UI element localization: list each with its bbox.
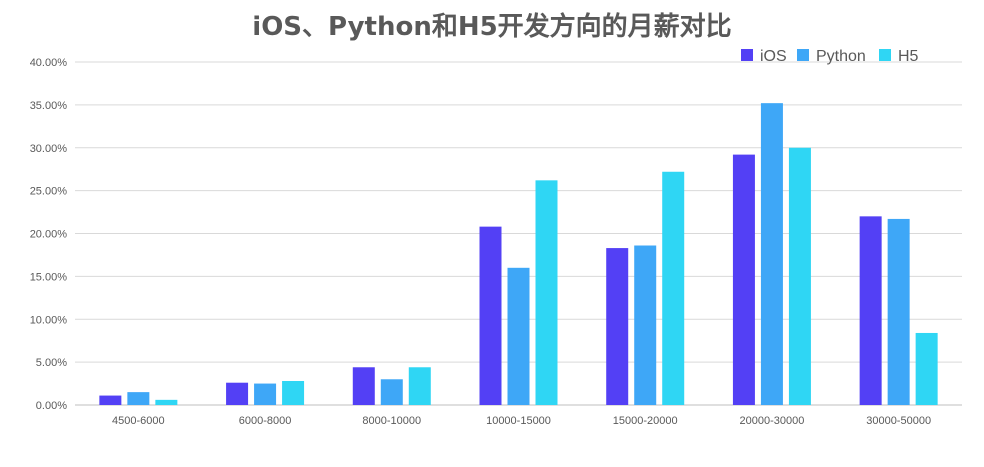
x-tick-label: 30000-50000 [866,415,931,427]
y-tick-label: 25.00% [30,186,68,198]
bar-h5-6000-8000 [282,380,305,405]
bar-h5-30000-50000 [915,332,938,405]
x-tick-label: 20000-30000 [740,415,805,427]
legend-label-ios: iOS [760,48,787,65]
y-tick-label: 35.00% [30,100,68,112]
legend-swatch-h5 [879,49,891,61]
legend-label-h5: H5 [898,48,919,65]
bar-h5-4500-6000 [155,399,178,405]
bar-ios-4500-6000 [99,395,122,405]
x-tick-label: 10000-15000 [486,415,551,427]
bar-python-30000-50000 [887,218,910,405]
bar-python-4500-6000 [127,392,150,405]
bar-python-6000-8000 [254,383,277,405]
bar-h5-8000-10000 [408,367,431,405]
bar-python-15000-20000 [634,245,657,405]
bar-ios-8000-10000 [352,367,375,405]
legend: iOS Python H5 [741,48,919,65]
bar-python-8000-10000 [380,379,403,405]
x-tick-label: 4500-6000 [112,415,165,427]
bar-ios-10000-15000 [479,226,502,405]
bar-h5-20000-30000 [788,147,811,405]
bar-h5-15000-20000 [662,171,685,405]
bar-ios-15000-20000 [606,248,629,405]
x-tick-label: 15000-20000 [613,415,678,427]
y-tick-label: 10.00% [30,314,68,326]
chart-title: iOS、Python和H5开发方向的月薪对比 [252,12,732,42]
bar-ios-30000-50000 [859,216,882,405]
y-tick-label: 30.00% [30,143,68,155]
bars [99,103,938,405]
bar-ios-6000-8000 [226,382,249,405]
legend-swatch-python [797,49,809,61]
y-tick-label: 15.00% [30,271,68,283]
legend-swatch-ios [741,49,753,61]
y-axis-ticks: 0.00% 5.00% 10.00% 15.00% 20.00% 25.00% 30.00%… [30,57,68,412]
bar-h5-10000-15000 [535,180,558,405]
bar-ios-20000-30000 [732,154,755,405]
y-tick-label: 40.00% [30,57,68,69]
legend-label-python: Python [816,48,866,65]
x-tick-label: 6000-8000 [239,415,292,427]
bar-python-10000-15000 [507,267,530,405]
y-tick-label: 0.00% [36,400,67,412]
y-tick-label: 20.00% [30,229,68,241]
bar-python-20000-30000 [760,103,783,405]
y-tick-label: 5.00% [36,357,67,369]
x-axis-ticks: 4500-6000 6000-8000 8000-10000 10000-15000 1… [112,415,931,427]
x-tick-label: 8000-10000 [362,415,421,427]
